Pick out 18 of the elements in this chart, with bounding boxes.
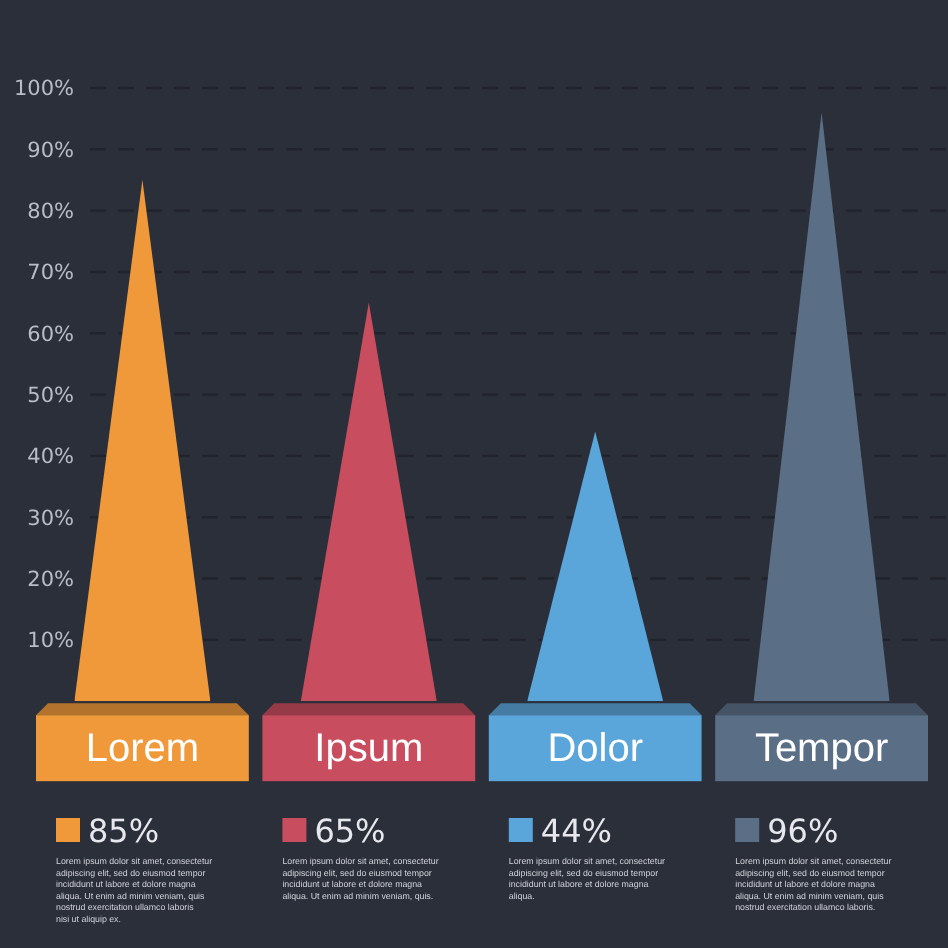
y-tick-label: 90% <box>27 138 75 163</box>
y-tick-label: 40% <box>27 445 75 470</box>
data-label: 85% <box>88 812 160 850</box>
y-tick-label: 80% <box>27 199 75 224</box>
y-tick-label: 100% <box>13 77 75 102</box>
x-tick-label: Ipsum <box>314 727 424 772</box>
x-tick-label: Dolor <box>547 727 644 772</box>
x-tick-label: Tempor <box>754 727 889 772</box>
y-tick-label: 30% <box>27 506 75 531</box>
y-tick-label: 70% <box>27 261 75 286</box>
y-tick-label: 20% <box>27 567 75 592</box>
data-label: 65% <box>314 812 386 850</box>
data-label: 96% <box>767 812 839 850</box>
data-label: 44% <box>540 812 612 850</box>
y-tick-label: 60% <box>27 322 75 347</box>
y-tick-label: 10% <box>27 629 75 654</box>
x-tick-label: Lorem <box>85 727 200 772</box>
y-tick-label: 50% <box>27 383 75 408</box>
